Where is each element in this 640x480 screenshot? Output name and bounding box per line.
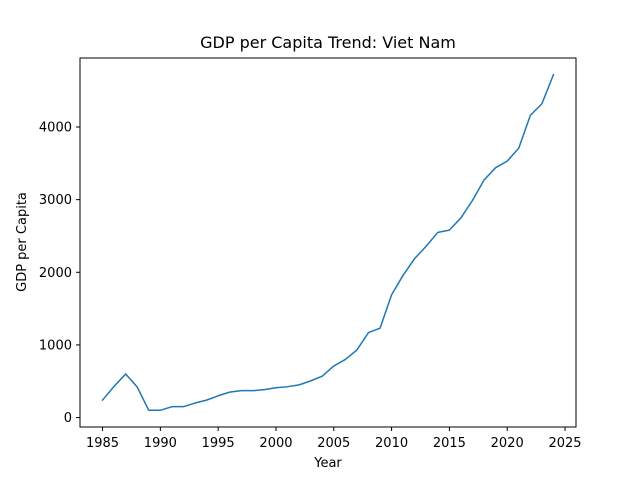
x-tick-label: 2005 bbox=[317, 436, 350, 451]
x-tick-label: 2015 bbox=[433, 436, 466, 451]
axes: 1985 1990 1995 2000 2005 2010 2015 2020 2025 0 100… bbox=[39, 57, 582, 451]
x-tick-label: 2020 bbox=[491, 436, 524, 451]
y-tick-label: 0 bbox=[64, 411, 72, 426]
y-tick-label: 1000 bbox=[39, 338, 72, 353]
plot-area bbox=[101, 73, 555, 412]
x-tick-label: 1990 bbox=[144, 436, 177, 451]
y-tick-label: 4000 bbox=[39, 121, 72, 136]
x-tick-label: 2010 bbox=[375, 436, 408, 451]
axes-frame bbox=[79, 57, 577, 428]
y-axis-label: GDP per Capita bbox=[15, 192, 30, 292]
chart-title: GDP per Capita Trend: Viet Nam bbox=[200, 33, 456, 52]
x-tick-label: 2025 bbox=[548, 436, 581, 451]
series-line-0 bbox=[101, 73, 555, 412]
y-tick-label: 2000 bbox=[39, 266, 72, 281]
x-tick-label: 2000 bbox=[259, 436, 292, 451]
x-tick-label: 1995 bbox=[202, 436, 235, 451]
y-tick-label: 3000 bbox=[39, 193, 72, 208]
x-axis-label: Year bbox=[313, 456, 342, 471]
x-tick-label: 1985 bbox=[86, 436, 119, 451]
